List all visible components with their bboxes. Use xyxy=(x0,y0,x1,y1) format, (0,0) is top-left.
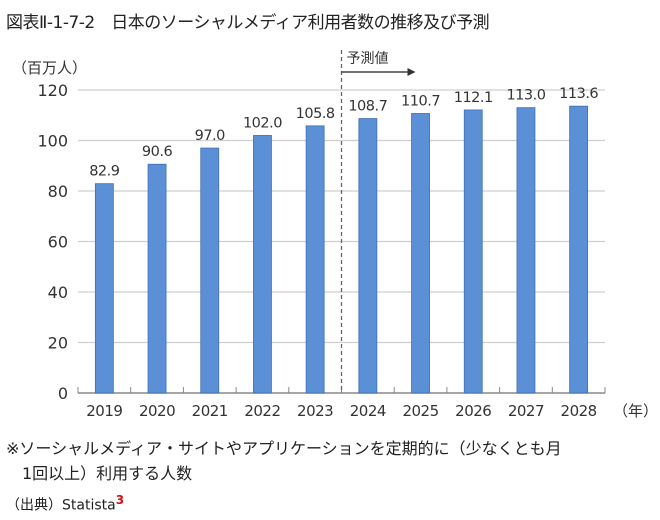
data-label: 113.6 xyxy=(559,86,598,102)
x-tick-label: 2020 xyxy=(139,402,175,420)
bar-chart: 0 20 40 60 80 100 120 （百万人） 予測値 82.9 2019 90.6 2020 9… xyxy=(12,50,658,420)
x-tick-label: 2026 xyxy=(455,402,491,420)
bar-2025 xyxy=(411,113,430,394)
y-tick-label: 0 xyxy=(58,384,68,403)
source-ref: 3 xyxy=(115,493,125,507)
data-label: 113.0 xyxy=(506,88,545,104)
x-axis-label: （年） xyxy=(613,402,658,420)
y-tick-label: 80 xyxy=(48,182,68,201)
y-tick-label: 120 xyxy=(37,81,68,100)
data-label: 90.6 xyxy=(142,144,173,160)
data-label: 102.0 xyxy=(243,115,282,131)
x-tick-label: 2019 xyxy=(86,402,122,420)
x-tick-label: 2022 xyxy=(244,402,280,420)
forecast-label: 予測値 xyxy=(347,51,389,67)
data-label: 108.7 xyxy=(348,99,387,115)
data-label: 110.7 xyxy=(401,93,440,109)
figure-title: 図表Ⅱ-1-7-2 日本のソーシャルメディア利用者数の推移及び予測 xyxy=(6,13,490,33)
x-tick-label: 2028 xyxy=(561,402,597,420)
y-axis-label: （百万人） xyxy=(12,59,87,77)
data-label: 82.9 xyxy=(89,164,120,180)
arrow-right-icon xyxy=(407,68,416,76)
bar-2026 xyxy=(463,109,483,394)
source-note: （出典）Statista3 xyxy=(6,493,124,515)
x-tick-label: 2027 xyxy=(508,402,544,420)
bar-2020 xyxy=(147,163,167,394)
footnote-line1: ※ソーシャルメディア・サイトやアプリケーションを定期的に（少なくとも月 xyxy=(6,439,562,458)
footnote-line2: 1回以上）利用する人数 xyxy=(22,464,193,483)
y-tick-label: 20 xyxy=(48,334,68,353)
y-tick-label: 60 xyxy=(48,233,68,252)
bar-2023 xyxy=(305,125,325,394)
bar-2024 xyxy=(358,118,378,394)
y-tick-label: 100 xyxy=(37,132,68,151)
bar-2019 xyxy=(94,183,114,394)
source-label: （出典）Statista xyxy=(6,497,116,514)
x-tick-label: 2024 xyxy=(350,402,386,420)
data-label: 112.1 xyxy=(454,90,493,106)
y-tick-label: 40 xyxy=(48,283,68,302)
bar-2021 xyxy=(200,147,220,394)
bar-2027 xyxy=(516,107,536,394)
x-tick-label: 2023 xyxy=(297,402,333,420)
x-tick-label: 2025 xyxy=(402,402,438,420)
x-tick-label: 2021 xyxy=(192,402,228,420)
data-label: 97.0 xyxy=(195,128,226,144)
bar-2028 xyxy=(569,105,589,394)
bar-2022 xyxy=(253,135,272,394)
data-label: 105.8 xyxy=(296,106,335,122)
